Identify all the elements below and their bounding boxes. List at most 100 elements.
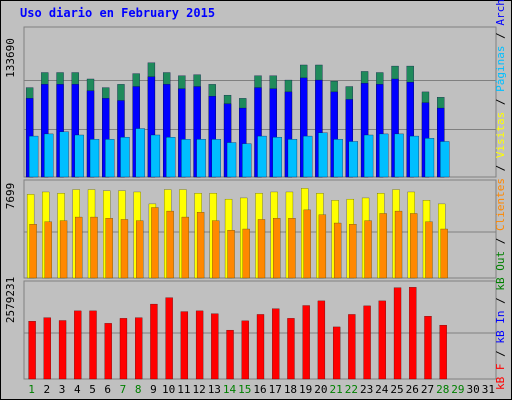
bar-pginas-day-11 [181, 139, 191, 178]
bar-kbf-day-25 [393, 287, 402, 380]
bar-clientes-day-23 [364, 220, 372, 279]
x-label-day-5: 5 [89, 383, 96, 396]
bar-kbf-day-3 [58, 320, 67, 380]
bar-pginas-day-28 [440, 141, 450, 178]
x-label-day-31: 31 [482, 383, 495, 396]
bar-pginas-day-23 [363, 134, 374, 178]
x-label-day-4: 4 [74, 383, 81, 396]
bar-pginas-day-24 [379, 133, 389, 178]
bar-clientes-day-2 [44, 221, 52, 279]
x-label-day-10: 10 [162, 383, 175, 396]
legend-item: Páginas [494, 46, 507, 92]
bar-pginas-day-15 [242, 143, 252, 178]
x-label-day-26: 26 [406, 383, 419, 396]
bar-pginas-day-14 [226, 142, 237, 178]
legend-item: kB F [494, 364, 507, 391]
legend-item: Clientes [494, 178, 507, 231]
legend-separator: / [494, 291, 507, 311]
bar-clientes-day-3 [59, 220, 68, 279]
bar-kbf-day-14 [226, 329, 234, 380]
bar-pginas-day-3 [59, 131, 69, 178]
x-label-day-28: 28 [436, 383, 449, 396]
y-max-label-bottom: 2579231 [4, 277, 17, 323]
x-label-day-20: 20 [314, 383, 327, 396]
legend-separator: / [494, 231, 507, 251]
bar-pginas-day-5 [89, 139, 100, 178]
x-label-day-24: 24 [375, 383, 389, 396]
chart-title: Uso diario en February 2015 [20, 6, 216, 20]
legend-item: kB In [494, 311, 507, 344]
x-label-day-29: 29 [451, 383, 464, 396]
bar-pginas-day-26 [409, 135, 419, 178]
x-label-day-9: 9 [150, 383, 157, 396]
bar-kbf-day-17 [272, 308, 280, 380]
bar-kbf-day-5 [89, 310, 97, 380]
bar-pginas-day-10 [165, 136, 176, 178]
bar-pginas-day-27 [424, 138, 435, 178]
bar-kbf-day-1 [28, 321, 36, 380]
bar-kbf-day-13 [211, 313, 219, 380]
legend: kB F / kB In / kB Out / Clientes / Visit… [494, 0, 507, 390]
bar-pginas-day-8 [135, 128, 145, 178]
x-label-day-14: 14 [223, 383, 237, 396]
bar-kbf-day-4 [74, 310, 82, 380]
legend-separator: / [494, 344, 507, 364]
bar-clientes-day-28 [440, 228, 448, 279]
legend-separator: / [494, 92, 507, 112]
x-label-day-11: 11 [177, 383, 190, 396]
x-label-day-27: 27 [421, 383, 434, 396]
bar-clientes-day-8 [136, 220, 144, 279]
x-label-day-30: 30 [467, 383, 480, 396]
x-label-day-7: 7 [120, 383, 127, 396]
bar-clientes-day-9 [151, 207, 159, 279]
bar-clientes-day-4 [75, 216, 83, 279]
legend-item: Visitas [494, 112, 507, 158]
x-label-day-13: 13 [208, 383, 221, 396]
bar-clientes-day-21 [333, 222, 342, 279]
bar-clientes-day-22 [349, 224, 357, 279]
bar-kbf-day-8 [135, 317, 143, 380]
bar-clientes-day-24 [379, 213, 387, 279]
y-max-label-middle: 7699 [4, 183, 17, 210]
bar-pginas-day-16 [257, 135, 267, 178]
bar-pginas-day-25 [394, 133, 404, 178]
x-label-day-8: 8 [135, 383, 142, 396]
x-label-day-3: 3 [59, 383, 66, 396]
bar-clientes-day-26 [410, 213, 418, 279]
x-label-day-23: 23 [360, 383, 373, 396]
bar-clientes-day-27 [425, 221, 433, 279]
bar-pginas-day-13 [211, 139, 221, 178]
x-label-day-1: 1 [28, 383, 35, 396]
bar-clientes-day-15 [242, 228, 250, 279]
bar-pginas-day-17 [272, 136, 282, 178]
bar-pginas-day-9 [150, 134, 161, 178]
bar-clientes-day-25 [394, 210, 403, 279]
bar-clientes-day-1 [29, 224, 37, 279]
bar-kbf-day-20 [317, 300, 326, 380]
x-label-day-2: 2 [44, 383, 51, 396]
bar-clientes-day-17 [273, 218, 281, 279]
bar-clientes-day-16 [257, 219, 266, 279]
bar-kbf-day-28 [439, 324, 447, 380]
bar-kbf-day-22 [348, 314, 356, 380]
x-label-day-21: 21 [330, 383, 343, 396]
bar-clientes-day-12 [196, 212, 205, 279]
bar-pginas-day-18 [287, 139, 298, 178]
bar-pginas-day-1 [28, 135, 39, 178]
bar-pginas-day-6 [105, 139, 115, 178]
bar-clientes-day-10 [166, 210, 174, 279]
bar-clientes-day-7 [120, 219, 129, 279]
bar-kbf-day-12 [195, 310, 204, 380]
x-label-day-6: 6 [104, 383, 111, 396]
bar-pginas-day-20 [318, 132, 328, 178]
legend-item: Archivos [494, 0, 507, 26]
bar-kbf-day-9 [150, 303, 158, 380]
bar-pginas-day-19 [303, 135, 313, 178]
bar-kbf-day-11 [180, 311, 189, 380]
bar-kbf-day-15 [241, 320, 249, 380]
bar-clientes-day-13 [212, 220, 220, 279]
x-label-day-12: 12 [192, 383, 205, 396]
bar-kbf-day-27 [424, 316, 432, 380]
bar-clientes-day-14 [227, 230, 235, 279]
